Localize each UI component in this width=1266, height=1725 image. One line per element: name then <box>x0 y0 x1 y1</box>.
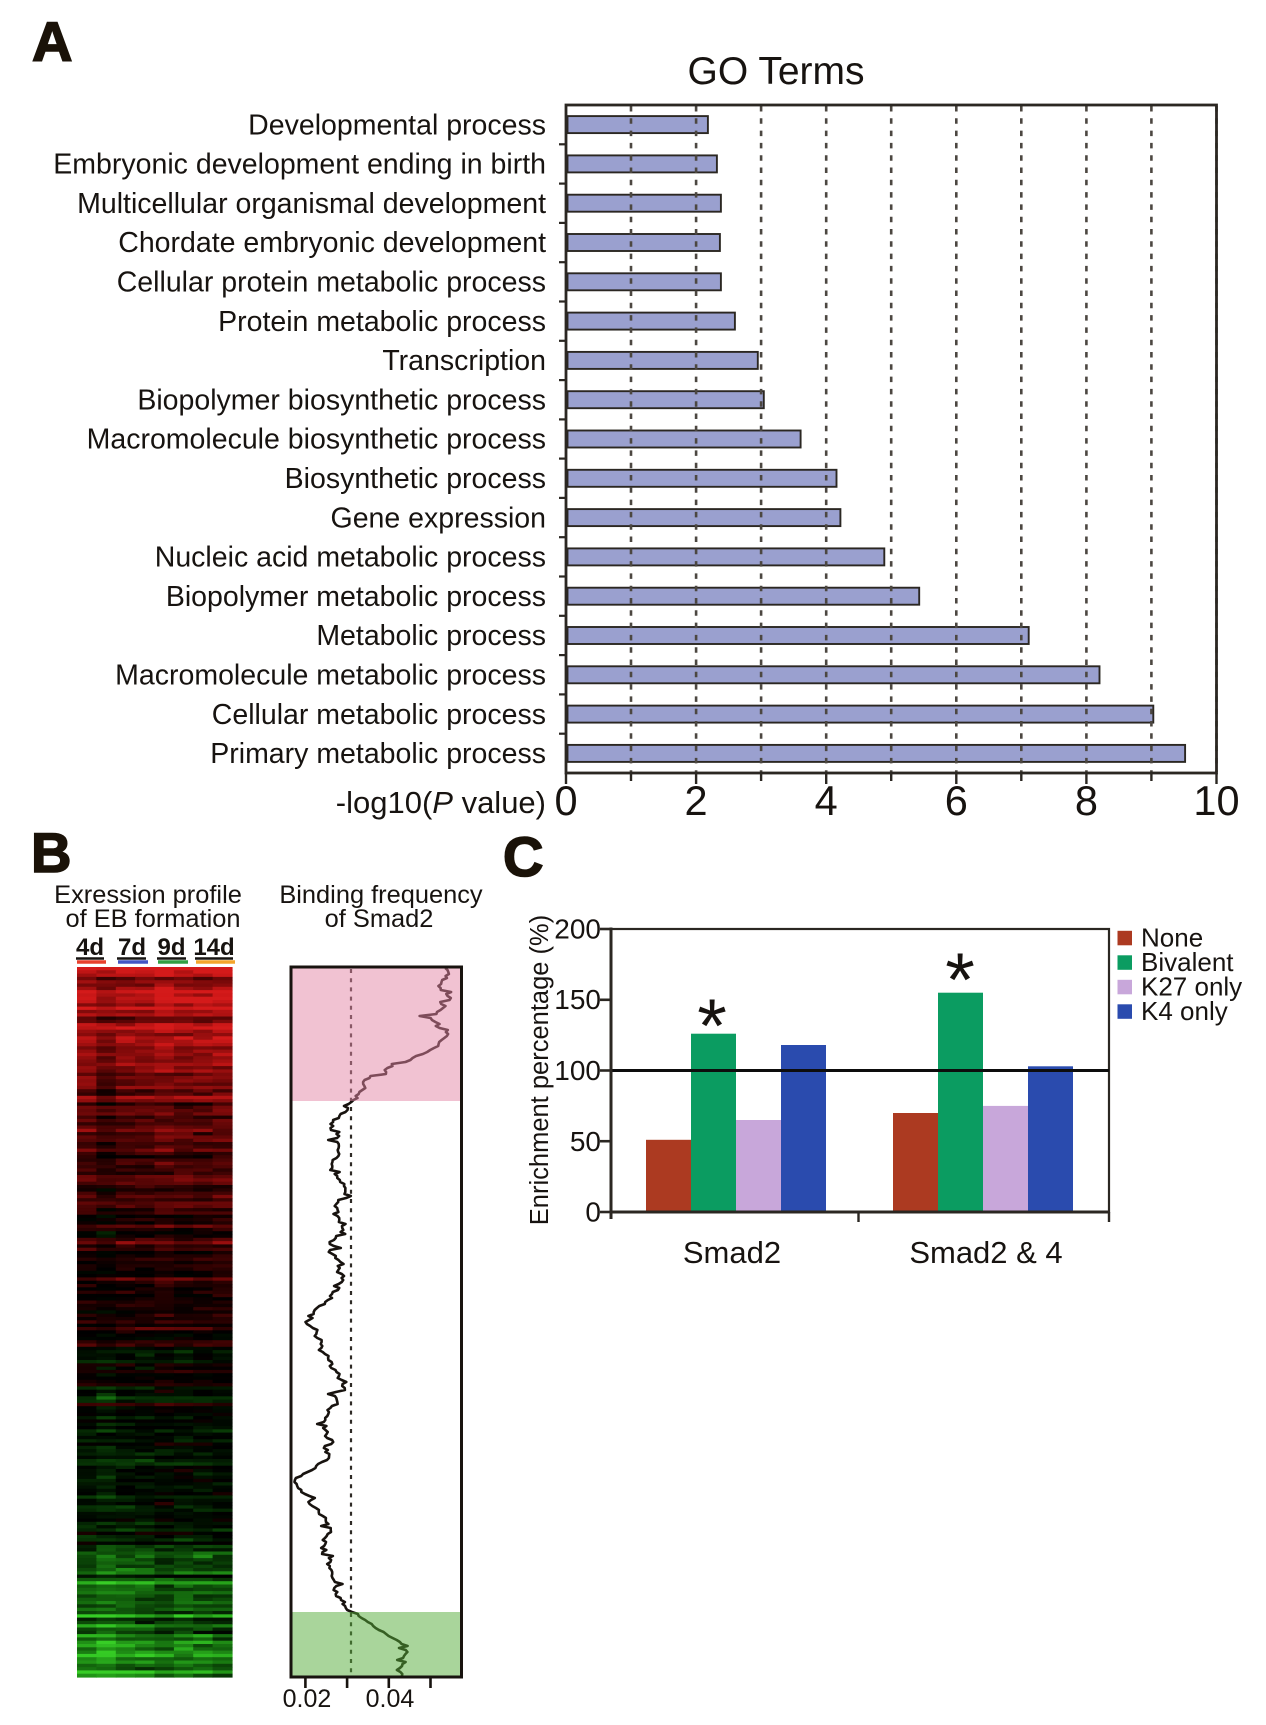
svg-text:0: 0 <box>585 1197 601 1228</box>
svg-text:4d: 4d <box>76 934 104 961</box>
svg-text:2: 2 <box>685 777 708 824</box>
svg-text:A: A <box>32 10 72 73</box>
svg-text:*: * <box>697 984 727 1069</box>
svg-text:150: 150 <box>554 984 601 1015</box>
svg-text:Nucleic acid metabolic process: Nucleic acid metabolic process <box>155 542 546 574</box>
svg-text:Embryonic development ending i: Embryonic development ending in birth <box>53 149 546 181</box>
svg-text:B: B <box>31 821 71 884</box>
svg-text:Biopolymer biosynthetic proces: Biopolymer biosynthetic process <box>137 384 546 416</box>
svg-text:Protein metabolic process: Protein metabolic process <box>218 306 546 338</box>
svg-text:6: 6 <box>945 777 968 824</box>
svg-text:Binding frequency: Binding frequency <box>279 881 483 909</box>
svg-text:0: 0 <box>554 777 577 824</box>
svg-text:0.04: 0.04 <box>366 1685 415 1713</box>
svg-text:Enrichment percentage (%): Enrichment percentage (%) <box>526 915 554 1225</box>
svg-text:7d: 7d <box>118 934 146 961</box>
svg-text:Smad2: Smad2 <box>683 1235 781 1270</box>
svg-text:C: C <box>503 825 543 888</box>
svg-text:of Smad2: of Smad2 <box>325 905 434 933</box>
svg-text:4: 4 <box>815 777 838 824</box>
svg-text:K27 only: K27 only <box>1141 972 1242 1002</box>
svg-text:8: 8 <box>1075 777 1098 824</box>
svg-text:Developmental process: Developmental process <box>248 109 546 141</box>
svg-text:Macromolecule metabolic proces: Macromolecule metabolic process <box>115 660 546 692</box>
svg-text:Smad2 & 4: Smad2 & 4 <box>909 1235 1062 1270</box>
svg-text:Macromolecule biosynthetic pro: Macromolecule biosynthetic process <box>87 424 546 456</box>
svg-text:-log10(P value): -log10(P value) <box>336 785 546 820</box>
svg-text:0.02: 0.02 <box>283 1685 332 1713</box>
svg-text:Cellular protein metabolic pro: Cellular protein metabolic process <box>117 267 546 299</box>
svg-text:50: 50 <box>570 1126 601 1157</box>
svg-text:9d: 9d <box>157 934 185 961</box>
svg-text:200: 200 <box>554 914 601 945</box>
svg-text:Chordate embryonic development: Chordate embryonic development <box>118 227 546 259</box>
svg-text:10: 10 <box>1193 777 1239 824</box>
svg-text:Exression profile: Exression profile <box>54 881 242 909</box>
svg-text:Primary metabolic process: Primary metabolic process <box>210 738 546 770</box>
svg-text:Gene expression: Gene expression <box>331 502 546 534</box>
svg-text:100: 100 <box>554 1055 601 1086</box>
svg-text:*: * <box>945 938 975 1023</box>
svg-text:GO Terms: GO Terms <box>688 50 865 93</box>
svg-text:Biopolymer metabolic process: Biopolymer metabolic process <box>166 581 546 613</box>
svg-text:Biosynthetic process: Biosynthetic process <box>285 463 546 495</box>
svg-text:K4 only: K4 only <box>1141 996 1228 1026</box>
svg-text:of EB formation: of EB formation <box>66 905 241 933</box>
svg-text:Bivalent: Bivalent <box>1141 947 1234 977</box>
svg-text:14d: 14d <box>193 934 234 961</box>
svg-text:Cellular metabolic process: Cellular metabolic process <box>212 699 546 731</box>
svg-text:Metabolic process: Metabolic process <box>316 620 546 652</box>
svg-text:None: None <box>1141 923 1203 953</box>
svg-text:Multicellular organismal devel: Multicellular organismal development <box>77 188 546 220</box>
svg-text:Transcription: Transcription <box>382 345 546 377</box>
